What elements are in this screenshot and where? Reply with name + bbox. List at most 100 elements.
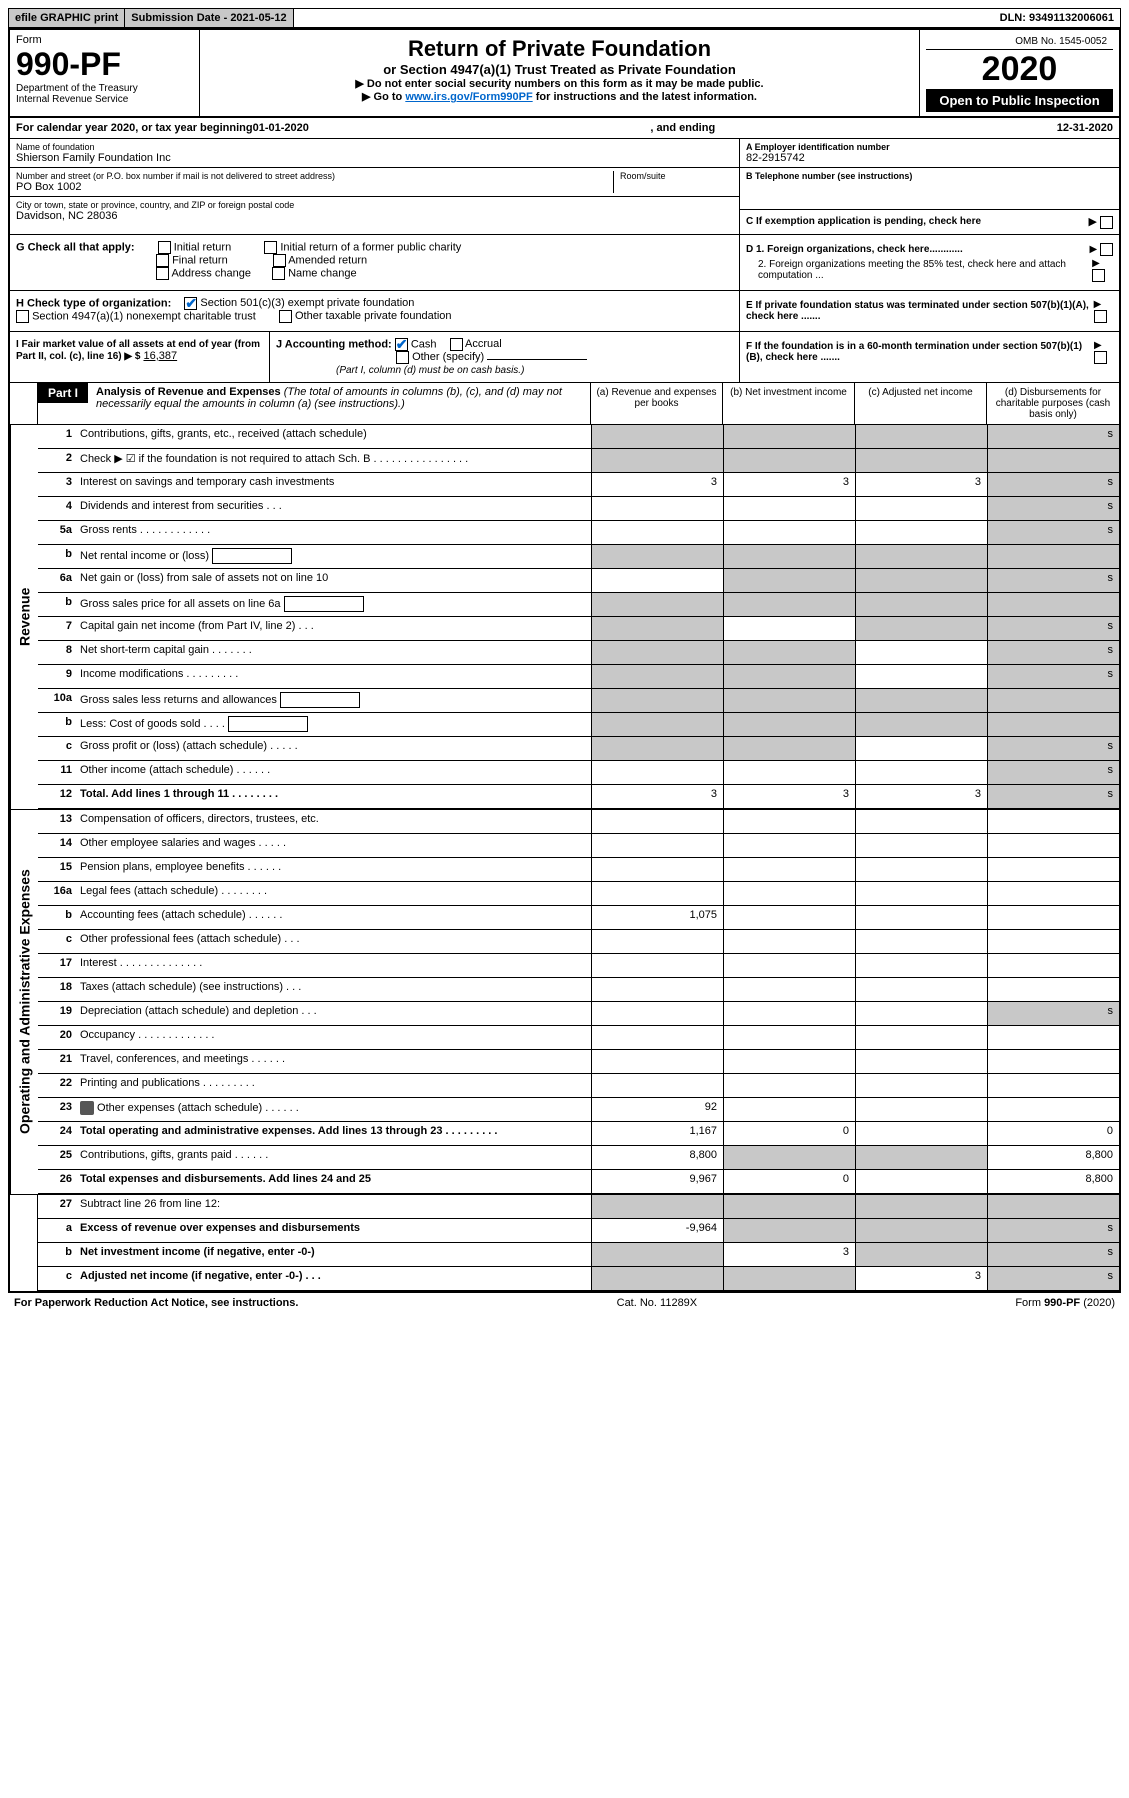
line-description: Check ▶ ☑ if the foundation is not requi… (76, 449, 591, 472)
line-description: Contributions, gifts, grants, etc., rece… (76, 425, 591, 448)
amount-cell (591, 593, 723, 616)
table-row: 23 Other expenses (attach schedule) . . … (38, 1098, 1119, 1122)
room-label: Room/suite (620, 171, 733, 181)
attachment-icon[interactable] (80, 1101, 94, 1115)
h-501c3-checkbox[interactable] (184, 297, 197, 310)
table-row: 4 Dividends and interest from securities… (38, 497, 1119, 521)
table-row: 16a Legal fees (attach schedule) . . . .… (38, 882, 1119, 906)
amount-cell (723, 1219, 855, 1242)
line-number: 6a (38, 569, 76, 592)
f-label: F If the foundation is in a 60-month ter… (746, 341, 1094, 363)
g-address-checkbox[interactable] (156, 267, 169, 280)
amount-cell (591, 882, 723, 905)
amount-cell (855, 1122, 987, 1145)
amount-cell (723, 689, 855, 712)
g-initial-checkbox[interactable] (158, 241, 171, 254)
amount-cell (723, 954, 855, 977)
amount-cell (723, 497, 855, 520)
footer-left: For Paperwork Reduction Act Notice, see … (14, 1297, 298, 1309)
amount-cell: s (987, 737, 1119, 760)
line-description: Other income (attach schedule) . . . . .… (76, 761, 591, 784)
d1-checkbox[interactable] (1100, 243, 1113, 256)
amount-cell (723, 858, 855, 881)
amount-cell: s (987, 617, 1119, 640)
ij-row: I Fair market value of all assets at end… (10, 332, 1119, 383)
line-description: Taxes (attach schedule) (see instruction… (76, 978, 591, 1001)
tax-year: 2020 (926, 50, 1113, 89)
amount-cell (987, 1026, 1119, 1049)
line-description: Net investment income (if negative, ente… (76, 1243, 591, 1266)
amount-cell (723, 882, 855, 905)
amount-cell (591, 737, 723, 760)
line-number: b (38, 1243, 76, 1266)
c-checkbox[interactable] (1100, 216, 1113, 229)
j-accrual-checkbox[interactable] (450, 338, 463, 351)
line-number: 25 (38, 1146, 76, 1169)
line-number: 19 (38, 1002, 76, 1025)
col-b-header: (b) Net investment income (723, 383, 855, 424)
d1-label: D 1. Foreign organizations, check here..… (746, 244, 963, 255)
h-other-checkbox[interactable] (279, 310, 292, 323)
ein-label: A Employer identification number (746, 142, 1113, 152)
amount-cell: s (987, 497, 1119, 520)
amount-cell (591, 954, 723, 977)
amount-cell (723, 761, 855, 784)
line-description: Pension plans, employee benefits . . . .… (76, 858, 591, 881)
top-bar: efile GRAPHIC print Submission Date - 20… (8, 8, 1121, 28)
f-checkbox[interactable] (1094, 351, 1107, 364)
amount-cell (723, 665, 855, 688)
table-row: 20 Occupancy . . . . . . . . . . . . . (38, 1026, 1119, 1050)
amount-cell: 8,800 (987, 1170, 1119, 1193)
efile-print-label[interactable]: efile GRAPHIC print (9, 9, 125, 27)
amount-cell (591, 425, 723, 448)
table-row: 26 Total expenses and disbursements. Add… (38, 1170, 1119, 1194)
amount-cell (855, 858, 987, 881)
g-name-checkbox[interactable] (272, 267, 285, 280)
table-row: 15 Pension plans, employee benefits . . … (38, 858, 1119, 882)
amount-cell (987, 449, 1119, 472)
e-checkbox[interactable] (1094, 310, 1107, 323)
g-final-checkbox[interactable] (156, 254, 169, 267)
amount-cell: 3 (591, 785, 723, 808)
form-container: Form 990-PF Department of the Treasury I… (8, 28, 1121, 1293)
table-row: b Accounting fees (attach schedule) . . … (38, 906, 1119, 930)
amount-cell (591, 810, 723, 833)
foundation-name-label: Name of foundation (16, 142, 733, 152)
amount-cell: 3 (723, 785, 855, 808)
table-row: b Less: Cost of goods sold . . . . (38, 713, 1119, 737)
line-number: 27 (38, 1195, 76, 1218)
j-cash-checkbox[interactable] (395, 338, 408, 351)
header-row: Form 990-PF Department of the Treasury I… (10, 30, 1119, 118)
amount-cell (855, 930, 987, 953)
form-subtitle: or Section 4947(a)(1) Trust Treated as P… (206, 62, 913, 77)
g-amended-checkbox[interactable] (273, 254, 286, 267)
table-row: b Net rental income or (loss) (38, 545, 1119, 569)
amount-cell: 3 (591, 473, 723, 496)
h-4947-checkbox[interactable] (16, 310, 29, 323)
amount-cell: s (987, 761, 1119, 784)
line-number: c (38, 930, 76, 953)
line-number: b (38, 593, 76, 616)
amount-cell (723, 545, 855, 568)
line-number: b (38, 545, 76, 568)
amount-cell (855, 1002, 987, 1025)
entity-info: Name of foundation Shierson Family Found… (10, 139, 1119, 235)
line-number: b (38, 906, 76, 929)
amount-cell: 1,167 (591, 1122, 723, 1145)
line-description: Less: Cost of goods sold . . . . (76, 713, 591, 736)
j-other-checkbox[interactable] (396, 351, 409, 364)
amount-cell (855, 665, 987, 688)
amount-cell (723, 617, 855, 640)
line-description: Travel, conferences, and meetings . . . … (76, 1050, 591, 1073)
amount-cell (591, 978, 723, 1001)
amount-cell (723, 1098, 855, 1121)
expenses-section: Operating and Administrative Expenses 13… (10, 809, 1119, 1194)
amount-cell (855, 593, 987, 616)
tel-label: B Telephone number (see instructions) (746, 171, 1113, 181)
amount-cell (723, 521, 855, 544)
g-initial-former-checkbox[interactable] (264, 241, 277, 254)
amount-cell (591, 497, 723, 520)
irs-link[interactable]: www.irs.gov/Form990PF (405, 91, 532, 103)
table-row: 3 Interest on savings and temporary cash… (38, 473, 1119, 497)
d2-checkbox[interactable] (1092, 269, 1105, 282)
